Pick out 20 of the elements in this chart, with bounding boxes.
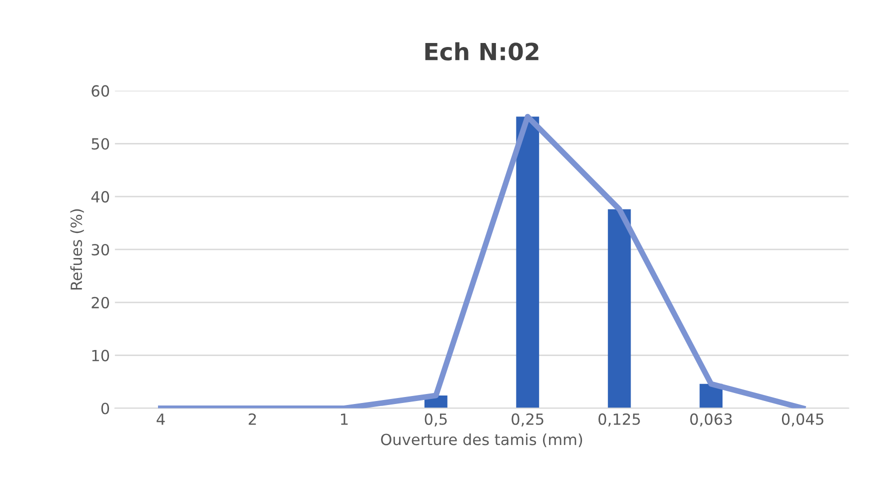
x-tick-label: 0,5 (424, 413, 447, 426)
x-axis-title: Ouverture des tamis (mm) (381, 433, 582, 448)
x-tick-label: 4 (156, 414, 165, 425)
y-axis-title: Refues (%) (70, 209, 84, 290)
x-tick-label: 1 (341, 414, 348, 425)
x-tick-label: 0,25 (512, 413, 544, 426)
y-tick-label: 60 (92, 85, 110, 97)
y-tick-label: 20 (92, 296, 110, 308)
x-tick-label: 0,045 (782, 413, 824, 426)
x-tick-label: 2 (248, 413, 256, 425)
chart-title: Ech N:02 (425, 42, 538, 60)
y-tick-label: 0 (101, 402, 110, 414)
x-tick-label: 0,125 (598, 413, 640, 426)
y-tick-label: 50 (92, 138, 110, 150)
y-tick-label: 30 (92, 244, 110, 256)
y-tick-label: 10 (92, 350, 110, 362)
bar (516, 116, 540, 408)
x-tick-label: 0,063 (690, 413, 732, 426)
bar (608, 209, 631, 408)
y-tick-label: 40 (91, 191, 110, 203)
